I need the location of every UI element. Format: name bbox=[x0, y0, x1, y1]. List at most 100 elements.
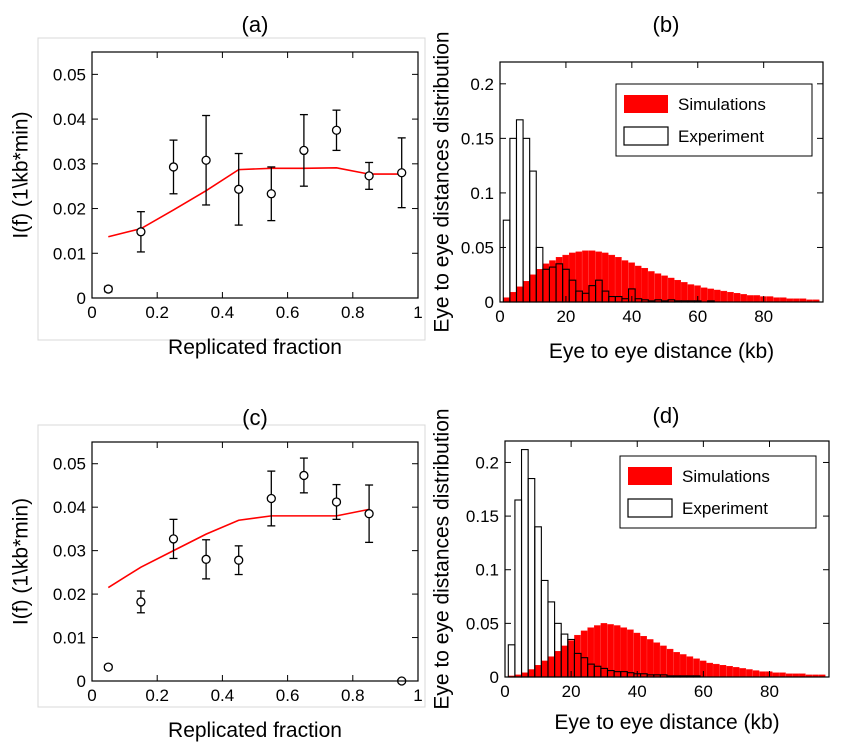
y-tick-label: 0.02 bbox=[53, 585, 86, 604]
y-tick-label: 0 bbox=[77, 672, 86, 691]
simulation-bar bbox=[667, 277, 675, 303]
simulation-bar bbox=[640, 636, 647, 678]
simulation-bar bbox=[759, 671, 766, 678]
simulation-line bbox=[108, 167, 402, 238]
experiment-bar bbox=[535, 246, 544, 303]
x-tick-label: 20 bbox=[556, 307, 575, 326]
y-tick-label: 0.15 bbox=[461, 129, 494, 148]
simulation-bar bbox=[620, 627, 628, 678]
legend: Simulations Experiment bbox=[615, 83, 813, 157]
simulation-bar bbox=[687, 284, 695, 303]
simulation-bar bbox=[706, 662, 713, 678]
x-tick-label: 0.4 bbox=[211, 303, 235, 322]
simulation-bar bbox=[674, 279, 681, 303]
simulation-bar bbox=[772, 672, 780, 678]
simulation-bar bbox=[752, 670, 760, 678]
simulation-bar bbox=[739, 668, 747, 678]
simulation-bar bbox=[753, 295, 761, 303]
y-tick-label: 0.04 bbox=[53, 110, 86, 129]
y-tick-label: 0.05 bbox=[53, 65, 86, 84]
y-tick-label: 0.05 bbox=[461, 238, 494, 257]
x-tick-label: 0.6 bbox=[276, 303, 300, 322]
x-tick-label: 0.4 bbox=[211, 686, 235, 705]
simulation-bar bbox=[720, 290, 728, 303]
simulation-bar bbox=[733, 293, 741, 303]
simulation-bar bbox=[575, 251, 583, 303]
y-tick-label: 0.05 bbox=[466, 614, 499, 633]
legend-swatch-simulations bbox=[628, 467, 672, 485]
y-axis-label: Eye to eye distances distribution bbox=[431, 408, 454, 709]
experiment-bar bbox=[534, 526, 542, 678]
simulation-bar bbox=[607, 624, 614, 678]
experiment-bar bbox=[529, 170, 537, 303]
legend-swatch-simulations bbox=[624, 95, 668, 113]
simulation-bar bbox=[713, 663, 720, 678]
experiment-bar bbox=[554, 622, 562, 678]
plot-frame bbox=[499, 61, 824, 303]
simulation-bar bbox=[613, 625, 621, 678]
x-tick-label: 80 bbox=[754, 307, 773, 326]
simulation-bar bbox=[707, 288, 714, 303]
simulation-bar bbox=[660, 645, 667, 678]
data-point bbox=[266, 189, 276, 199]
data-point bbox=[397, 168, 407, 178]
panel-label: (b) bbox=[653, 12, 680, 37]
simulation-bar bbox=[779, 672, 786, 678]
y-axis-label: Eye to eye distances distribution bbox=[431, 31, 454, 332]
experiment-bar bbox=[540, 579, 549, 678]
legend-swatch-experiment bbox=[627, 498, 673, 518]
legend: Simulations Experiment bbox=[619, 455, 817, 529]
simulation-bar bbox=[732, 667, 740, 678]
simulation-bar bbox=[594, 625, 601, 678]
legend-label: Experiment bbox=[678, 127, 764, 146]
x-tick-label: 0 bbox=[87, 686, 96, 705]
simulation-bar bbox=[686, 656, 694, 678]
y-tick-label: 0.01 bbox=[53, 244, 86, 263]
chart-panel: (b) 0 20 40 60 80 0 0.05 0.1 0.15 0.2 Eye to eye di… bbox=[431, 12, 824, 363]
data-point bbox=[299, 145, 309, 156]
data-point bbox=[364, 509, 374, 519]
experiment-bar bbox=[520, 449, 529, 678]
experiment-bar bbox=[507, 644, 516, 678]
x-tick-label: 80 bbox=[760, 682, 779, 701]
chart-panel: (c) 0 0.2 0.4 0.6 0.8 1 0 0.01 0.02 0.03 0.04 0.05 Re… bbox=[10, 405, 423, 742]
x-tick-label: 40 bbox=[628, 682, 647, 701]
data-point bbox=[136, 227, 146, 237]
simulation-bar bbox=[580, 630, 588, 678]
x-tick-label: 0 bbox=[87, 303, 96, 322]
legend-label: Simulations bbox=[682, 467, 770, 486]
simulation-bar bbox=[673, 652, 680, 678]
y-tick-label: 0.03 bbox=[53, 542, 86, 561]
x-axis-label: Replicated fraction bbox=[168, 719, 342, 742]
x-tick-label: 0.2 bbox=[145, 303, 169, 322]
simulation-bar bbox=[608, 254, 616, 303]
panel-label: (a) bbox=[242, 12, 269, 37]
panel-c-frame bbox=[37, 424, 426, 708]
simulation-bar bbox=[700, 287, 708, 303]
simulation-bar bbox=[601, 252, 609, 303]
y-tick-label: 0.2 bbox=[475, 453, 499, 472]
y-tick-label: 0 bbox=[490, 668, 499, 687]
data-point bbox=[234, 184, 244, 194]
x-tick-label: 0.6 bbox=[276, 686, 300, 705]
simulation-bar bbox=[648, 271, 655, 303]
simulation-bar bbox=[621, 260, 629, 303]
data-point bbox=[234, 555, 244, 565]
experiment-bar bbox=[509, 137, 518, 303]
y-tick-label: 0.15 bbox=[466, 507, 499, 526]
x-tick-label: 60 bbox=[688, 307, 707, 326]
simulation-bar bbox=[726, 666, 733, 678]
experiment-bar bbox=[514, 499, 523, 678]
simulation-bar bbox=[740, 294, 747, 303]
simulation-line bbox=[107, 508, 370, 589]
plot-frame bbox=[91, 441, 419, 682]
simulation-bar bbox=[654, 273, 662, 303]
simulation-bar bbox=[746, 295, 754, 303]
simulation-bar bbox=[727, 291, 734, 303]
y-tick-label: 0.1 bbox=[470, 184, 494, 203]
y-axis-label: I(f) (1\kb*min) bbox=[10, 498, 33, 625]
x-tick-label: 60 bbox=[694, 682, 713, 701]
data-point bbox=[331, 497, 342, 507]
x-tick-label: 0 bbox=[500, 682, 509, 701]
simulation-bar bbox=[582, 250, 589, 303]
